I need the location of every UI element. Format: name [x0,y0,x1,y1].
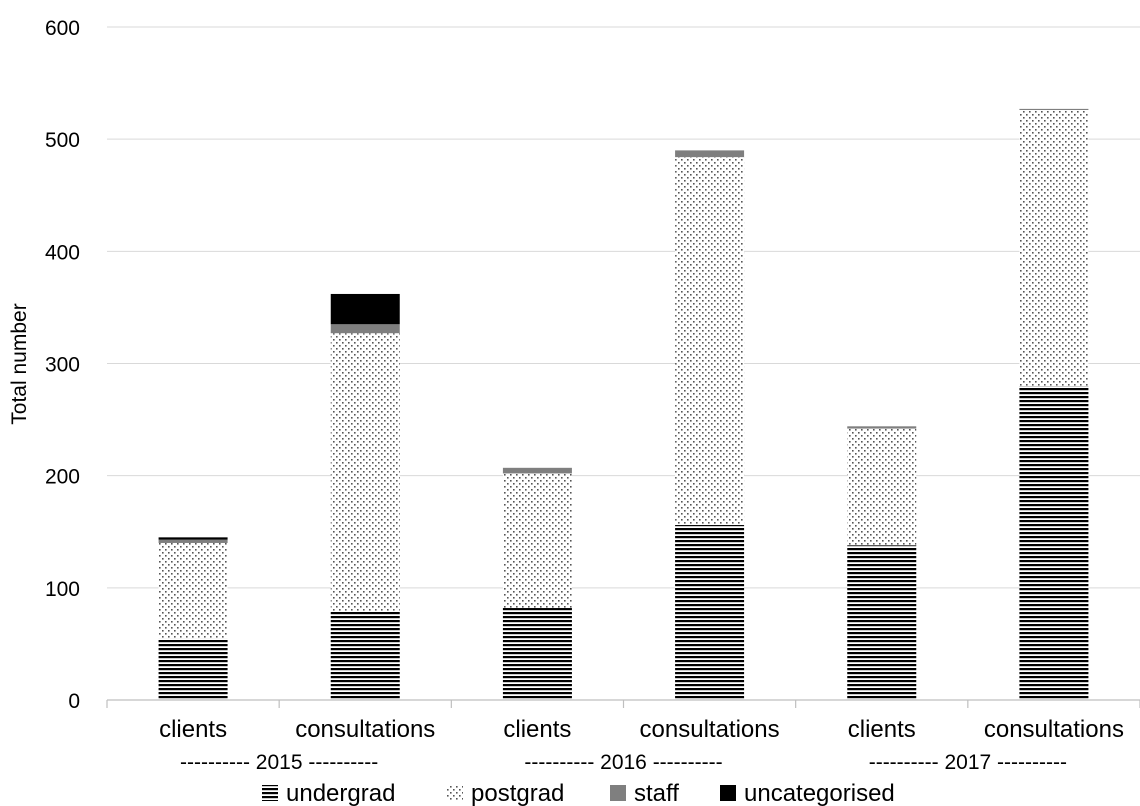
x-tick-label: consultations [984,716,1124,743]
bar-staff-2 [502,467,572,474]
bar-postgrad-5 [1019,110,1089,386]
y-axis-label: Total number [8,303,31,424]
bar-staff-5 [1019,108,1089,111]
x-tick-label: clients [159,716,227,743]
gridlines [107,26,1140,589]
bar-undergrad-2 [502,608,572,700]
group-label: ---------- 2017 ---------- [869,751,1067,774]
bar-uncategorised-1 [330,293,400,325]
x-tick-label: clients [848,716,916,743]
y-tick-label: 0 [68,690,80,713]
bar-postgrad-1 [330,333,400,612]
bar-staff-0 [158,539,228,543]
x-tick-label: clients [503,716,571,743]
legend-swatch-undergrad [262,785,278,801]
x-axis-labels: clients consultations clients consultations… [159,716,1124,774]
legend-label-staff: staff [634,780,679,806]
bar-undergrad-3 [675,525,745,700]
group-label: ---------- 2016 ---------- [524,751,722,774]
legend: undergrad postgrad staff uncategorised [262,780,895,806]
legend-swatch-postgrad [447,785,463,801]
x-tick-label: consultations [640,716,780,743]
y-tick-label: 400 [45,241,80,264]
bars [158,108,1089,700]
bar-staff-1 [330,324,400,334]
group-label: ---------- 2015 ---------- [180,751,378,774]
y-tick-label: 100 [45,578,80,601]
legend-label-uncategorised: uncategorised [744,780,895,806]
legend-label-postgrad: postgrad [471,780,564,806]
bar-postgrad-3 [675,157,745,526]
y-tick-label: 300 [45,354,80,377]
bar-postgrad-0 [158,542,228,639]
bar-undergrad-1 [330,611,400,700]
legend-swatch-staff [610,785,626,801]
bar-undergrad-4 [847,545,917,700]
y-tick-label: 200 [45,466,80,489]
legend-swatch-uncategorised [720,785,736,801]
bar-undergrad-5 [1019,385,1089,700]
bar-uncategorised-0 [158,537,228,540]
bar-postgrad-4 [847,428,917,546]
x-axis [106,699,1140,708]
x-tick-label: consultations [295,716,435,743]
bar-staff-3 [675,150,745,158]
y-axis-ticks: 0 100 200 300 400 500 600 [45,17,80,713]
bar-undergrad-0 [158,638,228,700]
legend-label-undergrad: undergrad [286,780,395,806]
y-tick-label: 500 [45,129,80,152]
y-tick-label: 600 [45,17,80,40]
bar-postgrad-2 [502,473,572,609]
bar-staff-4 [847,426,917,429]
